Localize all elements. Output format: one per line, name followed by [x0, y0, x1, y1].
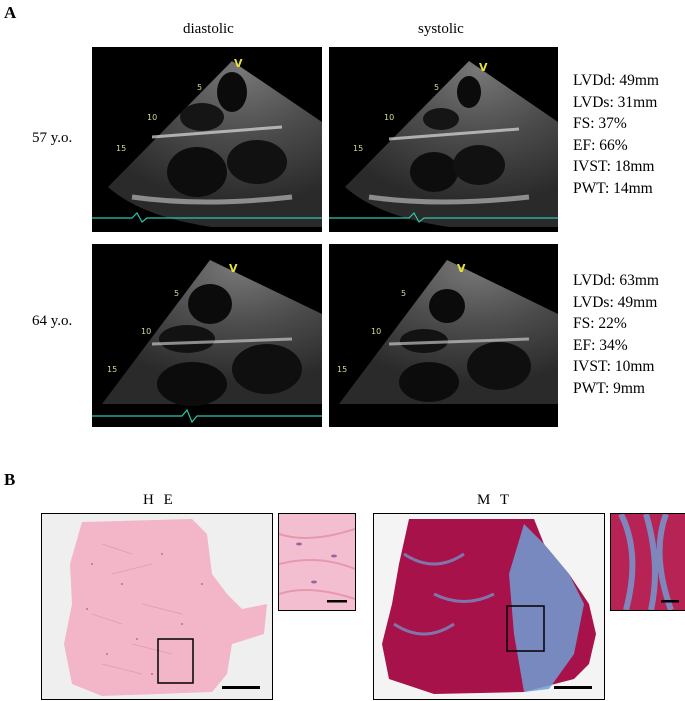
systolic-header: systolic: [418, 21, 464, 37]
probe-mark: V: [234, 57, 243, 70]
depth-mark-15: 15: [337, 365, 347, 374]
diastolic-header: diastolic: [183, 21, 234, 37]
measurements-57: LVDd: 49mm LVDs: 31mm FS: 37% EF: 66% IV…: [573, 70, 659, 199]
he-inset-image: [278, 513, 356, 611]
mt-main-image: [373, 513, 605, 700]
depth-mark-5: 5: [174, 289, 179, 298]
measurement-pwt: PWT: 9mm: [573, 379, 645, 397]
echo-64-diastolic: V 5 10 15: [92, 244, 322, 427]
depth-mark-5: 5: [401, 289, 406, 298]
measurement-pwt: PWT: 14mm: [573, 179, 653, 197]
probe-mark: V: [479, 61, 488, 74]
he-main-image: [41, 513, 273, 700]
measurement-lvdd: LVDd: 49mm: [573, 72, 659, 89]
measurement-fs: FS: 37%: [573, 115, 627, 132]
depth-mark-10: 10: [141, 327, 151, 336]
depth-mark-5: 5: [434, 83, 439, 92]
panel-a-label: A: [4, 3, 17, 22]
measurements-64: LVDd: 63mm LVDs: 49mm FS: 22% EF: 34% IV…: [573, 270, 659, 399]
depth-mark-10: 10: [147, 113, 157, 122]
depth-mark-10: 10: [371, 327, 381, 336]
depth-mark-10: 10: [384, 113, 394, 122]
panel-b-label: B: [4, 470, 16, 489]
mt-title: M T: [477, 492, 512, 508]
he-title: H E: [143, 492, 176, 508]
depth-mark-15: 15: [116, 144, 126, 153]
echo-57-diastolic: V 5 10 15: [92, 47, 322, 232]
measurement-ef: EF: 66%: [573, 136, 628, 154]
age-label-64: 64 y.o.: [32, 313, 73, 329]
measurement-ivst: IVST: 18mm: [573, 158, 655, 175]
measurement-lvds: LVDs: 31mm: [573, 93, 658, 111]
mt-inset-image: [610, 513, 685, 611]
depth-mark-15: 15: [353, 144, 363, 153]
measurement-ef: EF: 34%: [573, 336, 628, 354]
probe-mark: V: [457, 262, 466, 275]
depth-mark-5: 5: [197, 83, 202, 92]
measurement-lvds: LVDs: 49mm: [573, 293, 658, 311]
probe-mark: V: [229, 262, 238, 275]
depth-mark-15: 15: [107, 365, 117, 374]
measurement-fs: FS: 22%: [573, 315, 627, 332]
measurement-lvdd: LVDd: 63mm: [573, 272, 659, 289]
echo-64-systolic: V 5 10 15: [329, 244, 558, 427]
age-label-57: 57 y.o.: [32, 130, 73, 146]
echo-57-systolic: V 5 10 15: [329, 47, 558, 232]
measurement-ivst: IVST: 10mm: [573, 358, 655, 375]
